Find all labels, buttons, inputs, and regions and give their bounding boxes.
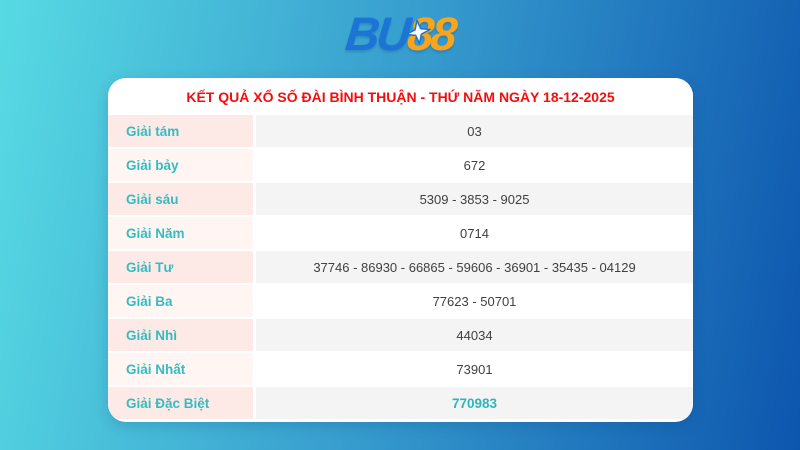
prize-value: 0714 [256, 217, 693, 249]
results-table: Giải tám 03 Giải bảy 672 Giải sáu 5309 -… [108, 115, 693, 419]
table-row: Giải Ba 77623 - 50701 [108, 285, 693, 317]
prize-label: Giải Nhất [108, 353, 253, 385]
prize-label: Giải Tư [108, 251, 253, 283]
prize-label: Giải bảy [108, 149, 253, 181]
bu88-logo: BU88 [0, 6, 800, 62]
prize-value: 5309 - 3853 - 9025 [256, 183, 693, 215]
table-row: Giải sáu 5309 - 3853 - 9025 [108, 183, 693, 215]
logo-text-bu: BU [343, 7, 411, 60]
prize-label: Giải Ba [108, 285, 253, 317]
prize-label: Giải sáu [108, 183, 253, 215]
table-row: Giải Năm 0714 [108, 217, 693, 249]
prize-label: Giải tám [108, 115, 253, 147]
table-row: Giải Tư 37746 - 86930 - 66865 - 59606 - … [108, 251, 693, 283]
results-title: KẾT QUẢ XỔ SỐ ĐÀI BÌNH THUẬN - THỨ NĂM N… [108, 78, 693, 115]
prize-label: Giải Nhì [108, 319, 253, 351]
star-sparkle-icon [405, 19, 432, 45]
table-row: Giải Nhì 44034 [108, 319, 693, 351]
table-row: Giải tám 03 [108, 115, 693, 147]
table-row: Giải bảy 672 [108, 149, 693, 181]
prize-value: 672 [256, 149, 693, 181]
prize-value: 03 [256, 115, 693, 147]
prize-label: Giải Năm [108, 217, 253, 249]
prize-value: 77623 - 50701 [256, 285, 693, 317]
bu88-logo-text: BU88 [343, 6, 457, 62]
prize-label: Giải Đặc Biệt [108, 387, 253, 419]
prize-value: 44034 [256, 319, 693, 351]
prize-value: 770983 [256, 387, 693, 419]
prize-value: 37746 - 86930 - 66865 - 59606 - 36901 - … [256, 251, 693, 283]
table-row: Giải Đặc Biệt 770983 [108, 387, 693, 419]
prize-value: 73901 [256, 353, 693, 385]
results-card: KẾT QUẢ XỔ SỐ ĐÀI BÌNH THUẬN - THỨ NĂM N… [108, 78, 693, 422]
table-row: Giải Nhất 73901 [108, 353, 693, 385]
